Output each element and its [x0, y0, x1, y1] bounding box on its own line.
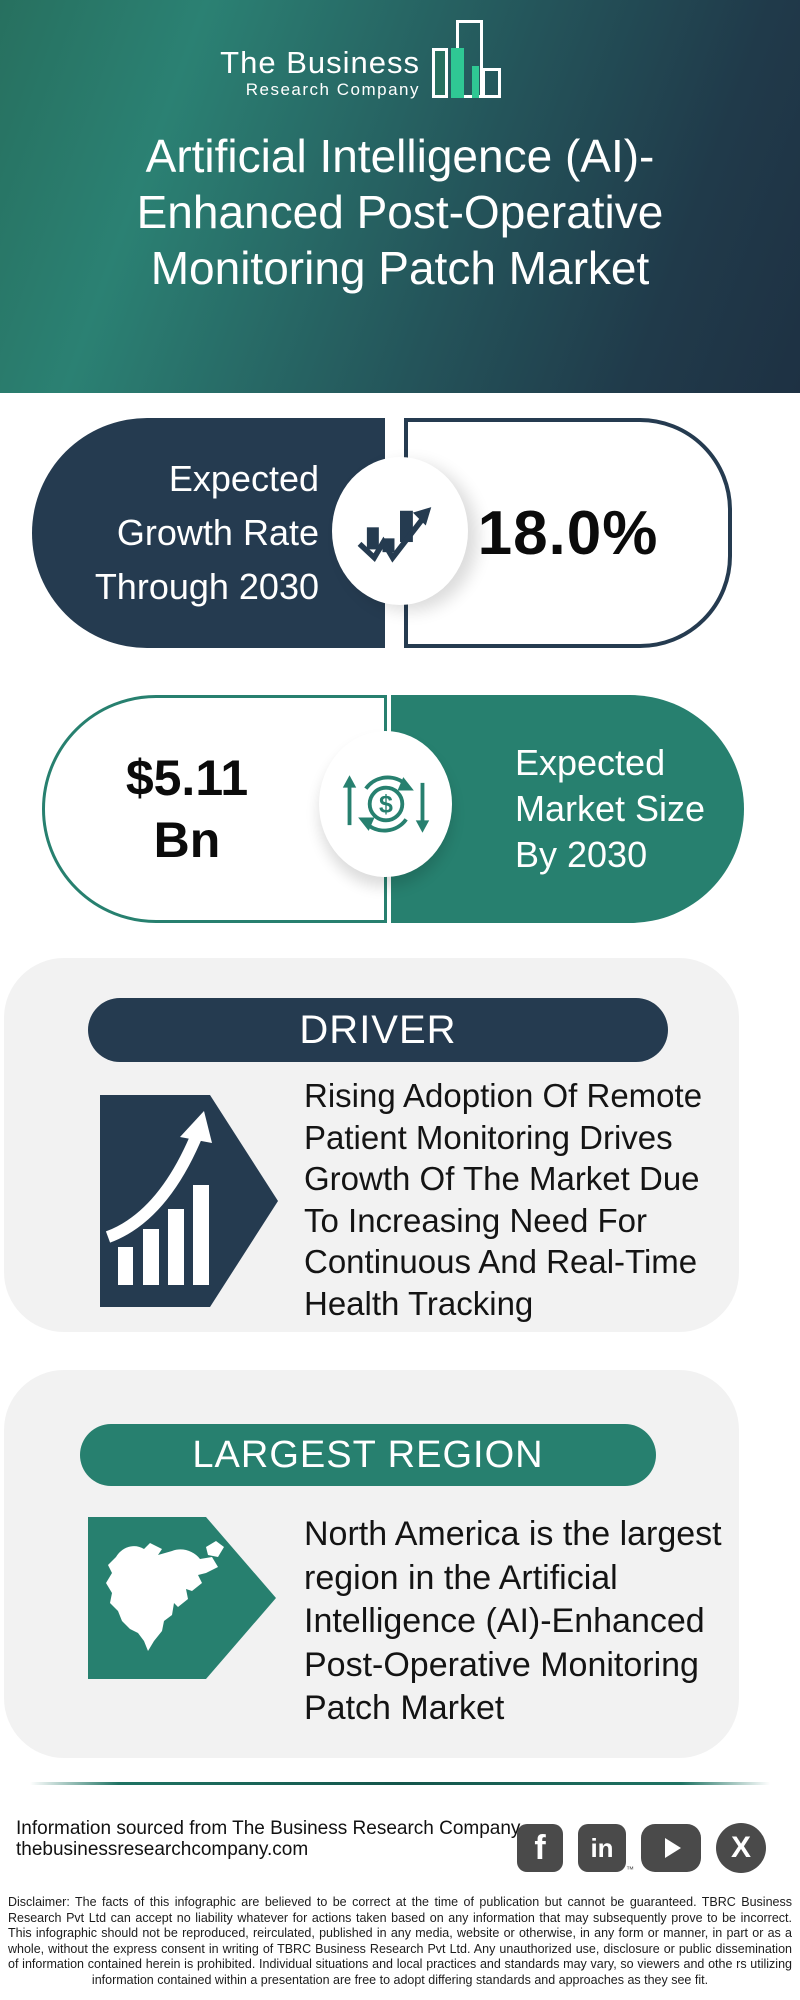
growth-trend-icon: [332, 457, 468, 605]
source-attribution: Information sourced from The Business Re…: [16, 1818, 520, 1860]
north-america-map-icon: [88, 1517, 276, 1679]
growth-label-line2: Growth Rate: [116, 512, 319, 553]
growth-rate-value: 18.0%: [477, 498, 659, 568]
driver-badge-label: DRIVER: [299, 1007, 457, 1052]
source-line2[interactable]: thebusinessresearchcompany.com: [16, 1839, 309, 1860]
market-size-value-line2: Bn: [153, 812, 221, 868]
disclaimer-text: Disclaimer: The facts of this infographi…: [8, 1895, 792, 1987]
svg-text:$: $: [379, 791, 393, 819]
logo-bar-small-outline: [482, 68, 501, 98]
bar-chart-growth-icon: [100, 1095, 278, 1307]
facebook-icon[interactable]: f: [517, 1824, 563, 1872]
growth-rate-label: Expected Growth Rate Through 2030: [32, 418, 385, 648]
page-title: Artificial Intelligence (AI)- Enhanced P…: [0, 128, 800, 296]
growth-rate-stat: Expected Growth Rate Through 2030 18.0%: [32, 418, 732, 648]
market-label-line3: By 2030: [515, 834, 648, 875]
footer-divider: [30, 1782, 770, 1785]
growth-label-line1: Expected: [168, 458, 319, 499]
bar-chart-logo-icon: [432, 20, 512, 106]
youtube-play-glyph: [665, 1838, 681, 1858]
largest-region-badge: LARGEST REGION: [80, 1424, 656, 1486]
market-label-line2: Market Size: [515, 788, 706, 829]
linkedin-glyph: in: [590, 1832, 614, 1863]
largest-region-badge-label: LARGEST REGION: [192, 1433, 544, 1476]
market-size-value-line1: $5.11: [125, 750, 249, 806]
linkedin-tm: ™: [626, 1865, 634, 1874]
logo-bar-medium-outline: [432, 48, 448, 98]
facebook-glyph: f: [534, 1828, 546, 1867]
largest-region-card: LARGEST REGION North America is the larg…: [4, 1370, 739, 1758]
x-glyph: X: [730, 1831, 751, 1864]
driver-card: DRIVER Rising Adoption Of Remote Patient…: [4, 958, 739, 1332]
company-logo: The Business Research Company: [180, 18, 620, 110]
title-line-1: Artificial Intelligence (AI)-: [145, 130, 655, 182]
logo-bar-green-thin: [472, 66, 479, 98]
logo-bar-green: [451, 48, 464, 98]
logo-text: The Business Research Company: [180, 45, 420, 100]
logo-line1: The Business: [220, 45, 420, 80]
driver-text: Rising Adoption Of Remote Patient Monito…: [304, 1077, 703, 1322]
driver-badge: DRIVER: [88, 998, 668, 1062]
social-links: f in ™ X: [517, 1823, 766, 1874]
source-line1: Information sourced from The Business Re…: [16, 1818, 521, 1839]
linkedin-icon[interactable]: in ™: [578, 1824, 634, 1874]
youtube-icon[interactable]: [641, 1824, 701, 1872]
logo-line2: Research Company: [245, 80, 420, 99]
growth-label-line3: Through 2030: [94, 566, 319, 607]
money-exchange-icon: $: [319, 731, 452, 877]
title-line-3: Monitoring Patch Market: [150, 242, 650, 294]
market-label-line1: Expected: [515, 742, 666, 783]
title-line-2: Enhanced Post-Operative: [136, 186, 664, 238]
header-banner: The Business Research Company Artificial…: [0, 0, 800, 393]
x-icon[interactable]: X: [716, 1823, 766, 1873]
market-size-stat: $5.11 Bn Expected Market Size By 2030 $: [42, 695, 744, 923]
largest-region-text: North America is the largest region in t…: [304, 1515, 722, 1727]
